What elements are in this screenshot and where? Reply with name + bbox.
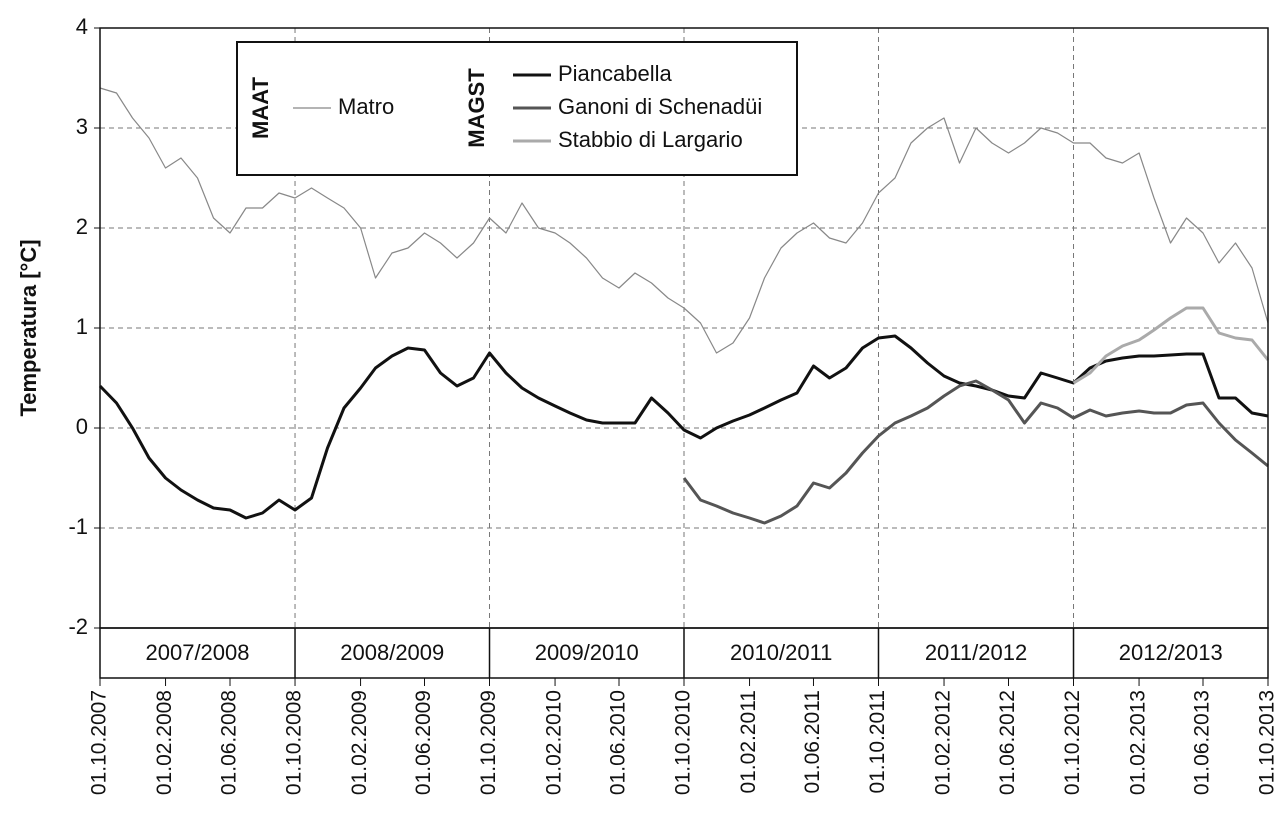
season-label: 2008/2009 <box>340 640 444 665</box>
y-tick-label: -1 <box>68 514 88 539</box>
x-tick-label: 01.10.2009 <box>477 690 500 795</box>
x-tick-label: 01.06.2009 <box>412 690 435 795</box>
x-tick-label: 01.06.2010 <box>607 690 630 795</box>
y-tick-label: 4 <box>76 14 88 39</box>
x-tick-label: 01.10.2013 <box>1256 690 1279 795</box>
plot-frame <box>99 27 1269 629</box>
season-label: 2009/2010 <box>535 640 639 665</box>
y-tick-label: 1 <box>76 314 88 339</box>
x-tick-label: 01.06.2011 <box>801 690 824 794</box>
series-line <box>99 87 1269 354</box>
series-line <box>1072 306 1270 385</box>
y-axis-label: Temperatura [°C] <box>16 239 41 416</box>
season-label: 2011/2012 <box>925 640 1027 665</box>
season-label: 2010/2011 <box>730 640 832 665</box>
y-tick-label: 3 <box>76 114 88 139</box>
x-tick-label: 01.10.2008 <box>283 690 306 795</box>
legend-label: Ganoni di Schenadüi <box>558 94 762 119</box>
legend-label: Stabbio di Largario <box>558 127 743 152</box>
legend-label: Piancabella <box>558 61 673 86</box>
y-tick-label: -2 <box>68 614 88 639</box>
x-tick-label: 01.06.2012 <box>996 690 1019 795</box>
x-tick-label: 01.02.2009 <box>348 690 371 795</box>
x-tick-label: 01.10.2012 <box>1061 690 1084 795</box>
x-tick-label: 01.02.2010 <box>543 690 566 795</box>
legend-group-title: MAAT <box>248 76 273 138</box>
season-label: 2012/2013 <box>1119 640 1223 665</box>
x-tick-label: 01.02.2008 <box>153 690 176 795</box>
y-tick-label: 0 <box>76 414 88 439</box>
y-tick-label: 2 <box>76 214 88 239</box>
x-tick-label: 01.10.2011 <box>866 690 889 794</box>
series-line <box>682 379 1269 525</box>
x-tick-label: 01.10.2007 <box>88 690 111 795</box>
x-tick-label: 01.06.2008 <box>218 690 241 795</box>
x-tick-label: 01.06.2013 <box>1191 690 1214 795</box>
x-tick-label: 01.02.2013 <box>1127 690 1150 795</box>
x-tick-label: 01.02.2011 <box>737 690 760 794</box>
x-tick-label: 01.02.2012 <box>932 690 955 795</box>
season-label: 2007/2008 <box>146 640 250 665</box>
legend-group-title: MAGST <box>464 68 489 148</box>
x-tick-label: 01.10.2010 <box>672 690 695 795</box>
legend-label: Matro <box>338 94 394 119</box>
